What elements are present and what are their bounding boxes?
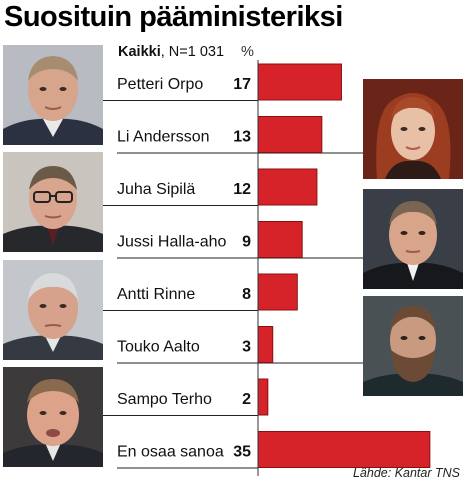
bar-row-jussi-halla-aho: Jussi Halla-aho 9 [117,221,303,258]
category-label: Juha Sipilä [117,181,195,198]
bar-row-li-andersson: Li Andersson 13 [117,116,323,153]
value-label: 13 [233,129,251,146]
category-label: Sampo Terho [117,391,212,408]
bar-row-en-osaa-sanoa: En osaa sanoa 35 [117,431,431,468]
portrait-photo-orpo [3,45,103,145]
source-note: Lähde: Kantar TNS [352,466,460,480]
subtitle-sample-size: , N=1 031 [160,44,225,60]
category-label: Li Andersson [117,129,210,146]
bar-row-petteri-orpo: Petteri Orpo 17 [117,63,342,101]
leader-lines [103,100,363,469]
portrait-photo-aalto [363,296,463,396]
unit-label: % [241,44,254,60]
value-label: 8 [242,286,251,303]
value-label: 3 [242,339,251,356]
chart-subtitle: Kaikki, N=1 031 [118,44,224,60]
bar-row-antti-rinne: Antti Rinne 8 [117,273,298,311]
portrait-photo-rinne [3,260,103,360]
bar [257,273,298,311]
bar [257,168,318,206]
value-label: 2 [242,391,251,408]
bar-row-touko-aalto: Touko Aalto 3 [117,326,274,363]
bar [257,378,269,416]
portrait-photo-terho [3,367,103,467]
value-label: 35 [233,444,251,461]
category-label: Jussi Halla-aho [117,234,226,251]
portrait-photo-andersson [363,79,463,179]
bar [257,221,303,258]
category-label: Petteri Orpo [117,76,203,93]
value-label: 9 [242,234,251,251]
portrait-photo-halla-aho [363,189,463,289]
bar [257,63,342,101]
portrait-photo-sipila [3,152,103,252]
value-label: 12 [233,181,251,198]
chart-title: Suosituin pääministeriksi [4,1,343,33]
bar [257,431,431,468]
category-label: Touko Aalto [117,339,200,356]
category-label: Antti Rinne [117,286,195,303]
bar-row-juha-sipil-: Juha Sipilä 12 [117,168,318,206]
category-label: En osaa sanoa [117,444,224,461]
bar [257,326,274,363]
bar-row-sampo-terho: Sampo Terho 2 [117,378,269,416]
bar-rows: Petteri Orpo 17 Li Andersson 13 Juha Sipilä 1… [117,63,431,468]
value-label: 17 [233,76,251,93]
bar [257,116,323,153]
subtitle-group: Kaikki [118,44,161,60]
